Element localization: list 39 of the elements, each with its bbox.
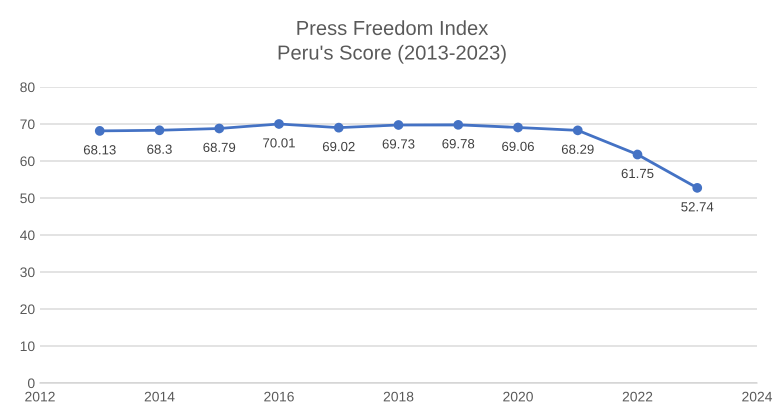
y-tick-label: 20 [20,304,35,314]
y-tick-label: 60 [20,156,35,166]
y-tick-label: 0 [28,378,35,388]
x-tick-label: 2016 [264,392,294,402]
data-label: 61.75 [622,168,654,178]
x-tick-label: 2024 [742,392,772,402]
data-label: 69.02 [322,142,355,152]
point [513,122,523,132]
x-tick-label: 2020 [503,392,533,402]
point [394,120,404,130]
x-tick-label: 2012 [25,392,55,402]
x-tick-label: 2018 [384,392,414,402]
y-tick-label: 10 [20,341,35,352]
point [692,183,702,193]
point [214,124,224,134]
x-tick-label: 2014 [144,392,175,402]
point [334,122,344,132]
y-tick-label: 50 [20,193,35,204]
chart-title: Press Freedom Index Peru's Score (2013-2023) [278,20,506,64]
data-label: 68.29 [562,144,594,154]
point [154,125,164,136]
data-label: 68.3 [147,144,172,154]
point [453,120,464,130]
data-label: 68.13 [84,145,116,154]
data-label: 69.78 [442,139,474,148]
x-tick-label: 2022 [622,392,652,402]
point [94,126,105,136]
data-label: 69.06 [502,142,534,152]
y-tick-label: 30 [20,267,35,278]
point [572,125,583,136]
point [632,150,642,160]
point [274,119,284,129]
data-label: 68.79 [203,142,236,152]
y-tick-label: 70 [20,119,35,130]
data-label: 52.74 [681,202,714,212]
data-label: 70.01 [263,138,295,148]
data-label: 69.73 [382,139,414,149]
y-tick-label: 40 [20,230,35,240]
y-tick-label: 80 [20,82,35,92]
